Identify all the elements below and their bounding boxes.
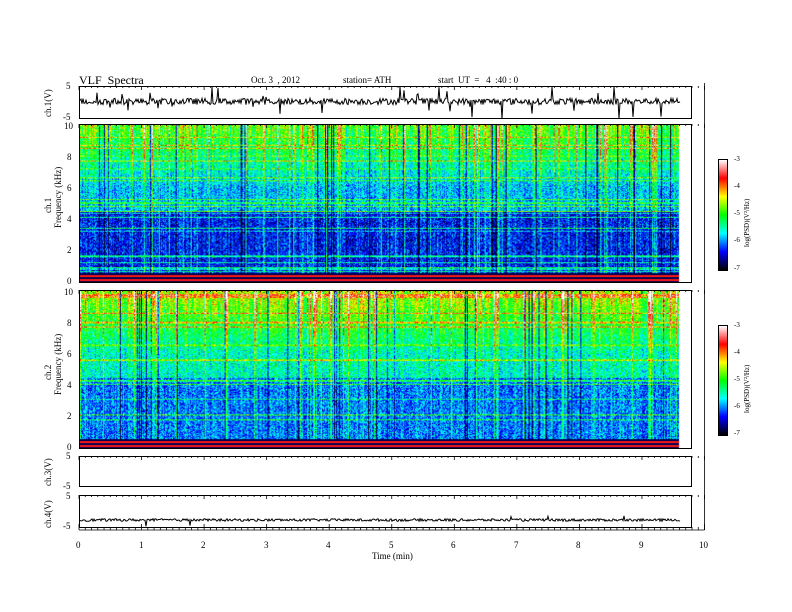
spec1-tick-2: 2 [67,245,72,255]
colorbar-1 [718,159,728,271]
cb1-tick-m7: -7 [734,264,740,272]
xtick-7: 7 [514,540,519,550]
spec2-tick-8: 8 [67,318,72,328]
spec1-tick-4: 4 [67,214,72,224]
ch1-waveform [80,87,681,118]
station-label: station= ATH [343,75,392,85]
spec2-tick-2: 2 [67,411,72,421]
ch1-tick-bottom: -5 [63,112,71,122]
ch3-tick-bottom: -5 [63,481,71,491]
cb2-tick-m6: -6 [734,402,740,410]
cb2-label: log(PSD)(V²/Hz) [743,364,751,413]
xtick-9: 9 [639,540,644,550]
ch4-waveform [80,514,681,527]
date-label: Oct. 3 , 2012 [251,75,300,85]
colorbar-2 [718,325,728,436]
xtick-4: 4 [326,540,331,550]
spec2-tick-10: 10 [64,287,73,297]
cb2-tick-m3: -3 [734,321,740,329]
spec1-tick-8: 8 [67,152,72,162]
cb1-label: log(PSD)(V²/Hz) [743,198,751,247]
xtick-1: 1 [139,540,144,550]
spec1-tick-10: 10 [64,121,73,131]
xtick-10: 10 [699,540,708,550]
cb1-tick-m6: -6 [734,236,740,244]
xtick-8: 8 [576,540,581,550]
spec2-tick-4: 4 [67,380,72,390]
ch1-waveform-panel [79,86,692,119]
spec2-tick-0: 0 [67,442,72,452]
x-axis-label: Time (min) [372,551,413,561]
xtick-2: 2 [201,540,206,550]
cb1-tick-m5: -5 [734,209,740,217]
chart-title: VLF Spectra [79,73,144,87]
ch3-tick-top: 5 [66,451,71,461]
ch4-tick-top: 5 [66,491,71,501]
spec1-tick-0: 0 [67,276,72,286]
ch4-tick-bottom: -5 [63,521,71,531]
start-time-label: start UT = 4 :40 : 0 [438,75,519,85]
xtick-6: 6 [451,540,456,550]
xtick-0: 0 [76,540,81,550]
cb1-tick-m4: -4 [734,182,740,190]
cb2-tick-m4: -4 [734,348,740,356]
xtick-5: 5 [389,540,394,550]
cb2-tick-m7: -7 [734,429,740,437]
spec2-tick-6: 6 [67,349,72,359]
spec1-tick-6: 6 [67,183,72,193]
xtick-3: 3 [264,540,269,550]
cb2-tick-m5: -5 [734,375,740,383]
ch1-tick-top: 5 [66,81,71,91]
cb1-tick-m3: -3 [734,155,740,163]
